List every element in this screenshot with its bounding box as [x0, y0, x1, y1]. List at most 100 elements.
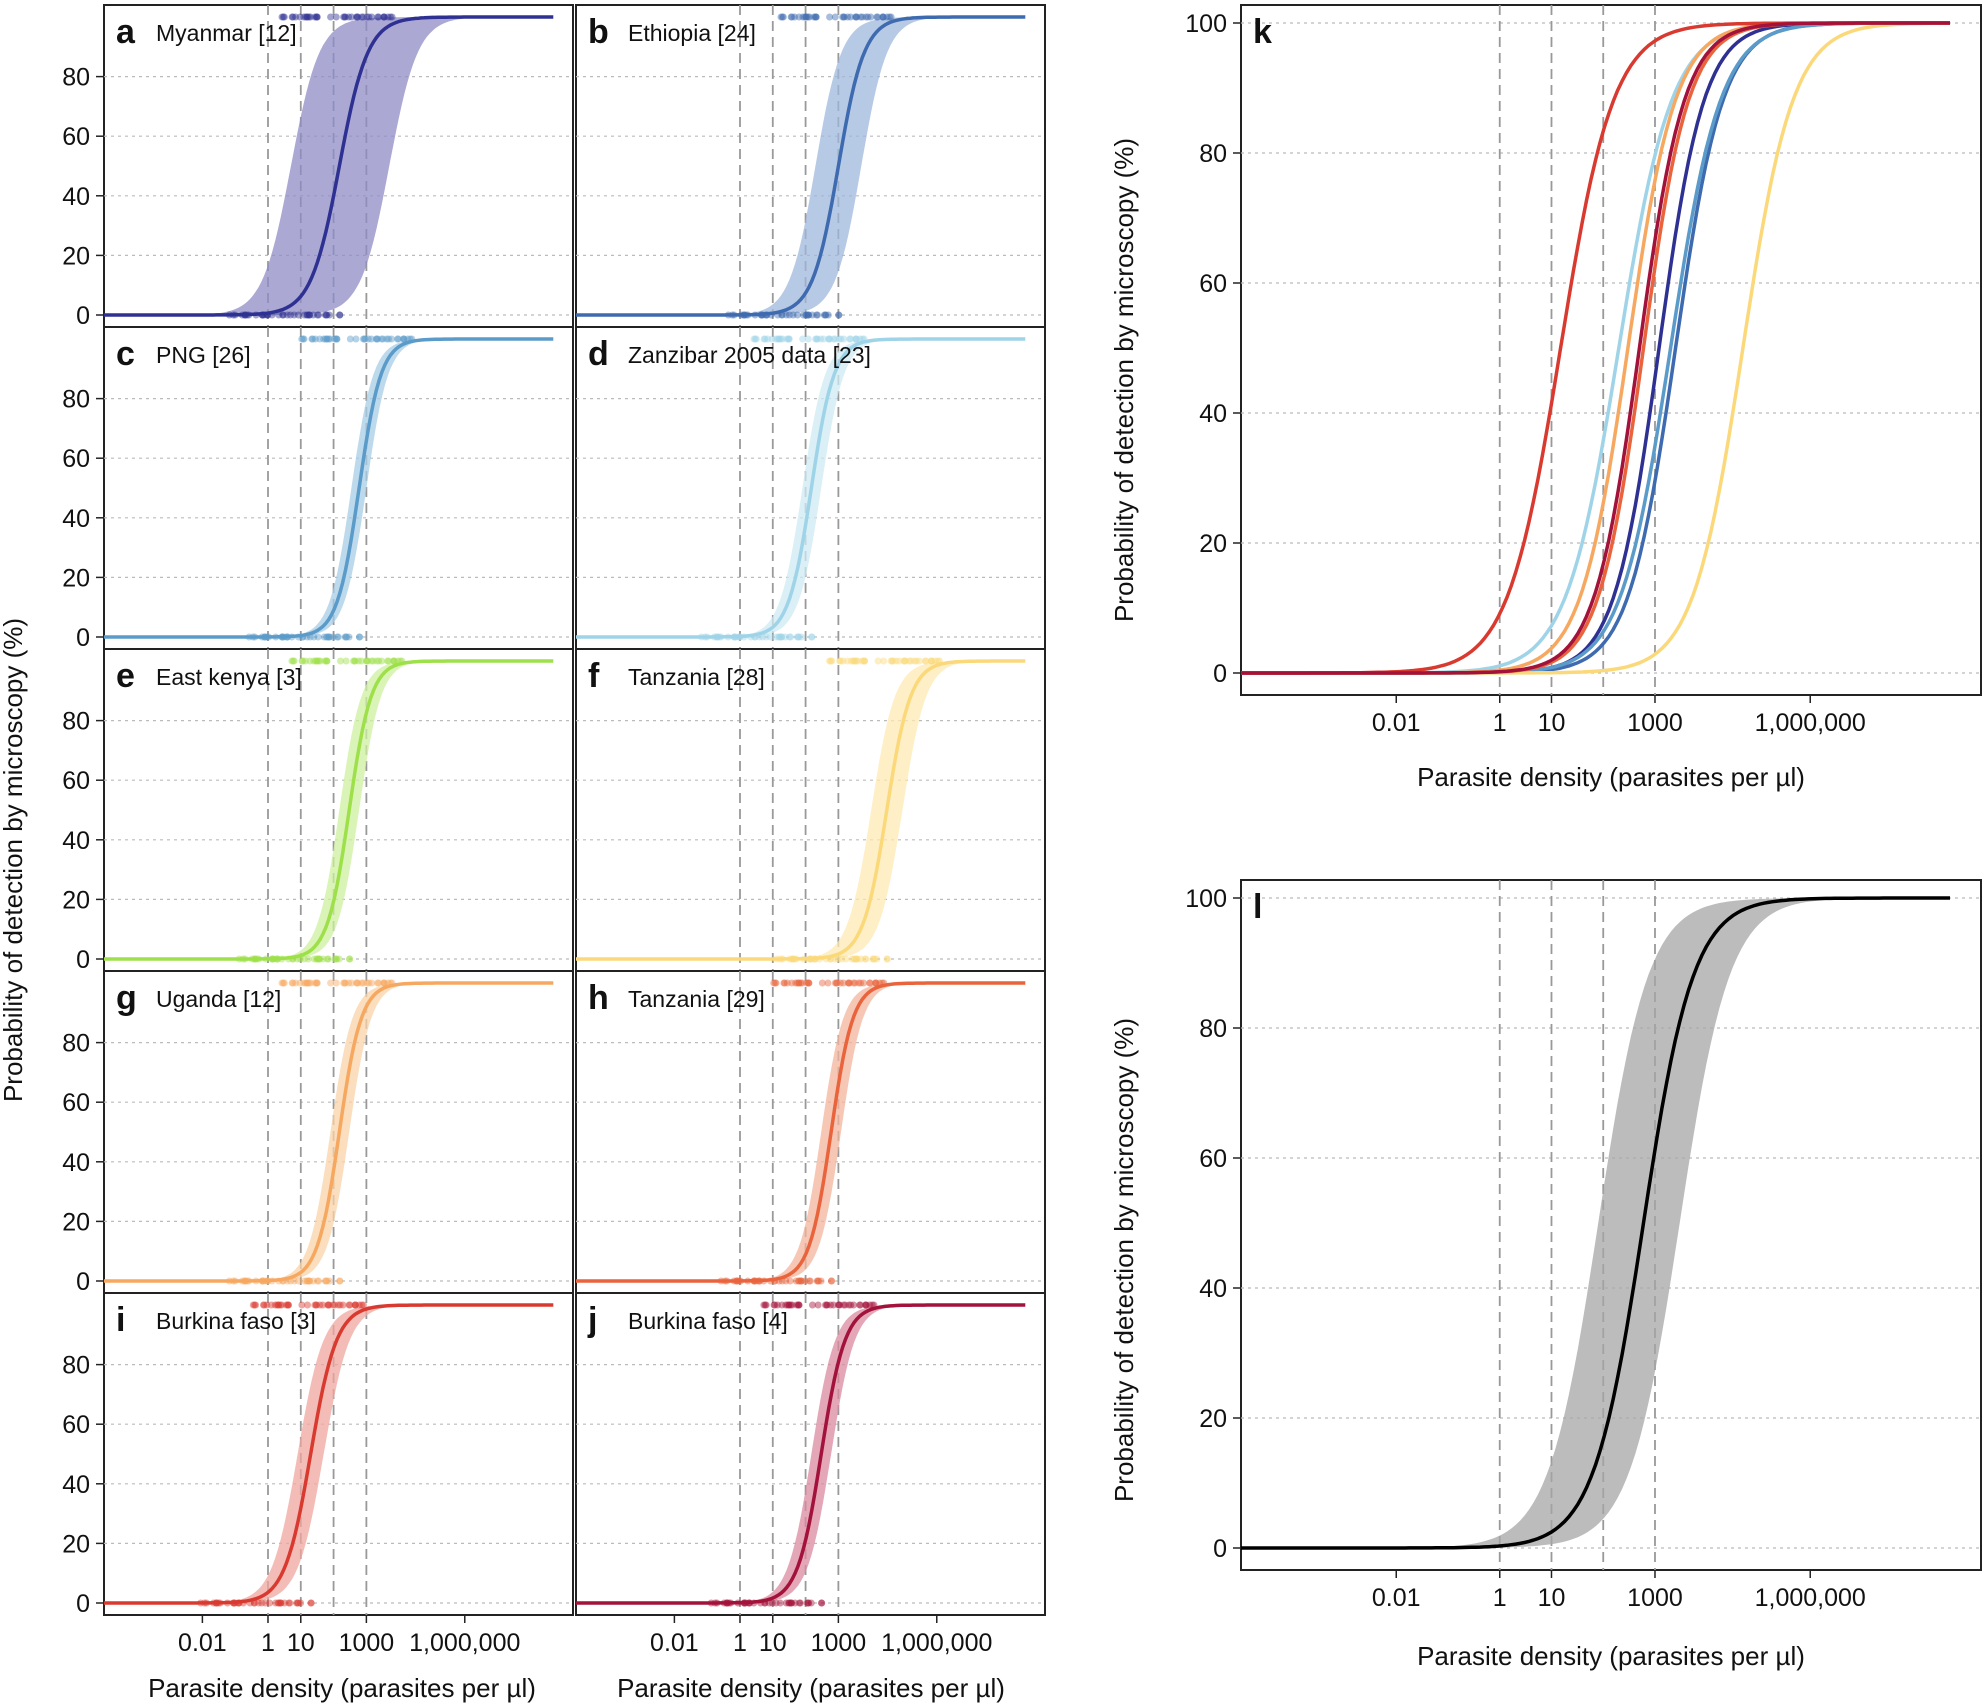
data-point-detected	[852, 335, 860, 343]
data-point-detected	[823, 1301, 831, 1309]
data-point-detected	[341, 979, 349, 987]
data-point-detected	[300, 335, 308, 343]
data-point-detected	[821, 1301, 829, 1309]
data-point-detected	[400, 335, 408, 343]
data-point-detected	[278, 979, 286, 987]
data-point-undetected	[315, 955, 323, 963]
panel-letter: e	[116, 657, 135, 695]
data-point-detected	[289, 13, 297, 21]
data-point-undetected	[842, 955, 850, 963]
data-point-detected	[839, 979, 847, 987]
y-tick-label: 60	[62, 1089, 90, 1117]
data-point-undetected	[325, 633, 333, 641]
data-point-detected	[761, 1301, 769, 1309]
data-point-detected	[823, 1301, 831, 1309]
x-tick-label: 0.01	[1372, 1584, 1421, 1612]
data-point-undetected	[838, 955, 846, 963]
panel-title: Tanzania [29]	[628, 986, 765, 1012]
y-tick-label: 20	[62, 564, 90, 592]
data-point-detected	[289, 657, 297, 665]
data-point-detected	[357, 657, 365, 665]
fitted-curve	[576, 337, 1026, 639]
data-point-detected	[306, 657, 314, 665]
x-tick-label: 10	[1538, 1584, 1566, 1612]
data-point-detected	[862, 13, 870, 21]
data-point-detected	[813, 335, 821, 343]
data-point-detected	[779, 13, 787, 21]
confidence-band	[1241, 898, 1950, 1548]
data-point-detected	[345, 13, 353, 21]
data-point-detected	[783, 979, 791, 987]
data-point-detected	[927, 657, 935, 665]
data-point-detected	[296, 13, 304, 21]
y-tick-label: 60	[1199, 1145, 1227, 1173]
data-point-detected	[866, 979, 874, 987]
panel-title: Burkina faso [4]	[628, 1308, 788, 1334]
data-point-undetected	[334, 633, 342, 641]
data-point-detected	[858, 13, 866, 21]
data-point-undetected	[792, 1277, 800, 1285]
data-point-undetected	[323, 1277, 331, 1285]
data-point-detected	[390, 657, 398, 665]
data-point-detected	[374, 335, 382, 343]
data-point-undetected	[294, 1599, 302, 1607]
data-point-detected	[825, 335, 833, 343]
data-point-undetected	[786, 633, 794, 641]
panel-letter: j	[587, 1301, 597, 1339]
data-point-detected	[340, 979, 348, 987]
panel-b: b Ethiopia [24]	[575, 4, 1046, 328]
data-point-undetected	[793, 311, 801, 319]
data-point-detected	[883, 13, 891, 21]
data-point-undetected	[307, 1599, 315, 1607]
panel-a: 0 20 40 60 80 a Myanmar [12]	[62, 4, 574, 330]
x-tick-label: 1	[733, 1629, 747, 1657]
data-point-detected	[359, 13, 367, 21]
data-point-detected	[380, 13, 388, 21]
data-point-detected	[302, 13, 310, 21]
data-point-undetected	[795, 1277, 803, 1285]
y-tick-label: 80	[62, 1030, 90, 1058]
data-point-undetected	[808, 633, 816, 641]
data-point-undetected	[834, 955, 842, 963]
data-point-detected	[279, 979, 287, 987]
fitted-curve	[1241, 896, 1950, 1550]
data-point-detected	[313, 13, 321, 21]
data-point-detected	[845, 979, 853, 987]
y-tick-label: 0	[76, 302, 90, 330]
data-point-detected	[249, 1301, 257, 1309]
data-point-detected	[377, 335, 385, 343]
data-point-undetected	[304, 955, 312, 963]
data-point-detected	[798, 979, 806, 987]
data-point-detected	[380, 979, 388, 987]
data-point-detected	[368, 13, 376, 21]
data-point-detected	[853, 13, 861, 21]
data-point-undetected	[300, 955, 308, 963]
confidence-band	[104, 983, 554, 1281]
data-point-detected	[771, 979, 779, 987]
data-point-undetected	[787, 1599, 795, 1607]
data-point-detected	[300, 13, 308, 21]
data-point-undetected	[286, 311, 294, 319]
data-point-detected	[825, 335, 833, 343]
data-point-detected	[833, 979, 841, 987]
panel-frame-f	[575, 648, 1046, 972]
data-point-undetected	[335, 955, 343, 963]
data-point-detected	[352, 335, 360, 343]
data-point-detected	[311, 13, 319, 21]
y-axis-label-k: Probability of detection by microscopy (…	[1109, 138, 1139, 622]
data-point-detected	[840, 335, 848, 343]
data-point-detected	[826, 13, 834, 21]
data-point-detected	[832, 979, 840, 987]
data-point-detected	[835, 1301, 843, 1309]
data-point-detected	[384, 657, 392, 665]
data-point-detected	[274, 1301, 282, 1309]
data-point-undetected	[787, 633, 795, 641]
data-point-detected	[831, 13, 839, 21]
data-point-detected	[332, 979, 340, 987]
data-point-detected	[353, 979, 361, 987]
data-point-undetected	[310, 955, 318, 963]
data-point-detected	[299, 657, 307, 665]
x-axis-label-b-column: Parasite density (parasites per µl)	[617, 1673, 1005, 1703]
data-point-detected	[856, 1301, 864, 1309]
data-point-undetected	[797, 1277, 805, 1285]
